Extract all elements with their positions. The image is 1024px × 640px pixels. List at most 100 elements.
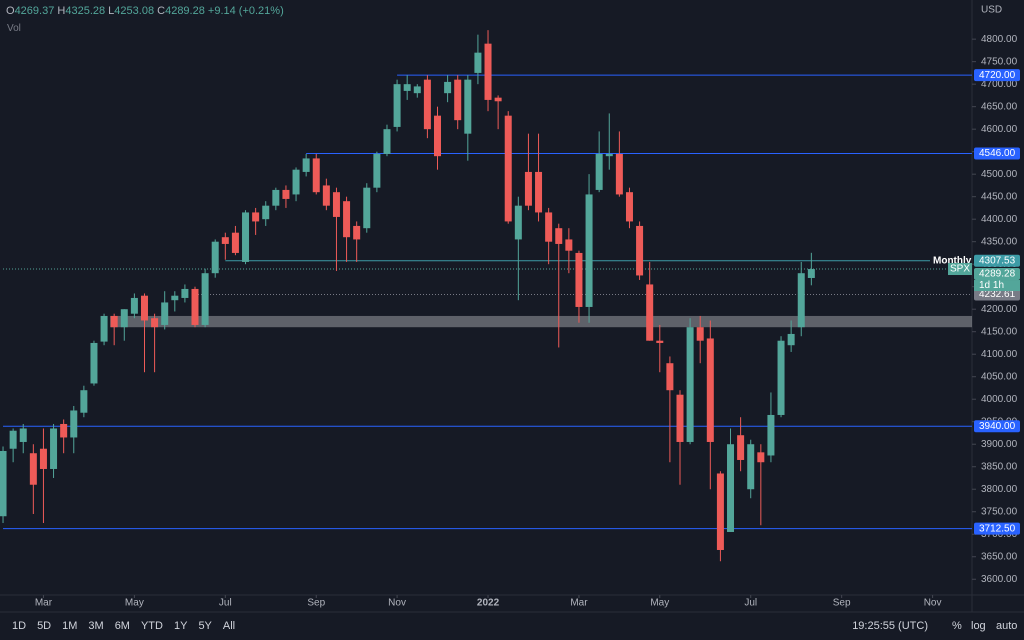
range-button[interactable]: 5D: [37, 620, 51, 632]
support-zone: [110, 315, 972, 328]
candle-body: [686, 327, 694, 442]
axis-option[interactable]: auto: [996, 620, 1017, 632]
y-tick-label: 3800.00: [981, 484, 1018, 495]
candle-body: [484, 43, 492, 100]
candle-body: [454, 79, 462, 121]
ohlc-key: H: [57, 5, 66, 17]
candle-body: [636, 225, 644, 276]
candle-body: [231, 232, 239, 253]
ohlc-value: 4325.28: [65, 5, 106, 17]
x-tick-label: Jul: [219, 598, 232, 609]
candle-body: [464, 79, 472, 134]
x-tick-label: May: [125, 598, 144, 609]
candle-body: [625, 192, 633, 222]
y-tick-label: 4400.00: [981, 214, 1018, 225]
candle-body: [727, 444, 735, 532]
candle-body: [272, 189, 280, 206]
candle-body: [181, 288, 189, 298]
candle-body: [393, 84, 401, 127]
candle-body: [676, 394, 684, 442]
candle-body: [161, 302, 169, 325]
candle-body: [100, 315, 108, 342]
candle-body: [555, 228, 563, 244]
x-tick-label: Sep: [307, 598, 325, 609]
candle-body: [242, 212, 250, 262]
candle-body: [211, 241, 219, 274]
x-tick-label: Mar: [35, 598, 53, 609]
candle-body: [666, 363, 674, 391]
range-button[interactable]: 1M: [62, 620, 77, 632]
volume-label: Vol: [7, 23, 21, 34]
range-button[interactable]: 6M: [115, 620, 130, 632]
candle-body: [221, 237, 229, 244]
symbol-tag: [948, 263, 972, 276]
y-tick-label: 4100.00: [981, 349, 1018, 360]
axis-option[interactable]: %: [952, 620, 962, 632]
candle-body: [302, 158, 310, 172]
candle-body: [444, 81, 452, 94]
candle-body: [50, 428, 58, 469]
candle-body: [737, 435, 745, 460]
candle-body: [747, 444, 755, 490]
candle-body: [535, 171, 543, 213]
candle-body: [646, 284, 654, 341]
candle-body: [716, 473, 724, 550]
candle-body: [575, 252, 583, 307]
price-label-box: [974, 420, 1020, 433]
candle-body: [787, 333, 795, 346]
candle-body: [29, 453, 37, 485]
candle-body: [312, 158, 320, 193]
candle-body: [151, 318, 159, 328]
axis-option[interactable]: log: [971, 620, 986, 632]
candle-body: [565, 239, 573, 251]
candle-body: [767, 414, 775, 456]
candle-body: [807, 269, 815, 278]
candle-body: [524, 171, 532, 206]
range-button[interactable]: All: [223, 620, 235, 632]
y-tick-label: 3650.00: [981, 551, 1018, 562]
candle-body: [9, 430, 17, 449]
range-button[interactable]: YTD: [141, 620, 163, 632]
candle-body: [282, 189, 290, 199]
x-tick-label: Nov: [924, 598, 942, 609]
price-label: 4720.00: [979, 70, 1016, 81]
candle-body: [19, 428, 27, 442]
candle-body: [403, 84, 411, 91]
x-tick-label: Nov: [388, 598, 406, 609]
candle-body: [110, 315, 118, 328]
candle-body: [615, 153, 623, 195]
clock: 19:25:55 (UTC): [852, 620, 928, 632]
countdown-box: [974, 280, 1020, 292]
y-tick-label: 4750.00: [981, 56, 1018, 67]
x-tick-label: May: [650, 598, 669, 609]
y-tick-label: 4000.00: [981, 394, 1018, 405]
range-button[interactable]: 5Y: [198, 620, 212, 632]
candle-body: [332, 192, 340, 217]
ohlc-legend: O4269.37 H4325.28 L4253.08 C4289.28 +9.1…: [6, 5, 284, 17]
x-tick-label: 2022: [477, 598, 500, 609]
candle-body: [343, 201, 351, 238]
symbol: SPX: [950, 264, 970, 275]
y-tick-label: 3750.00: [981, 506, 1018, 517]
y-tick-label: 4800.00: [981, 34, 1018, 45]
y-tick-label: 4200.00: [981, 304, 1018, 315]
ohlc-value: 4289.28: [165, 5, 205, 17]
price-label-box: [974, 254, 1020, 267]
candle-body: [292, 169, 300, 195]
candle-body: [545, 212, 553, 242]
range-button[interactable]: 1Y: [174, 620, 188, 632]
y-tick-label: 3850.00: [981, 461, 1018, 472]
ohlc-key: C: [157, 5, 166, 17]
candle-body: [39, 448, 47, 469]
range-button[interactable]: 3M: [88, 620, 103, 632]
level-note: Monthly: [933, 255, 972, 266]
price-label-box: [974, 147, 1020, 160]
price-label-box: [974, 69, 1020, 82]
candle-body: [60, 423, 68, 438]
x-tick-label: Jul: [744, 598, 757, 609]
candle-body: [353, 225, 361, 240]
candle-body: [70, 410, 78, 438]
range-button[interactable]: 1D: [12, 620, 26, 632]
price-label: 3712.50: [979, 523, 1016, 534]
